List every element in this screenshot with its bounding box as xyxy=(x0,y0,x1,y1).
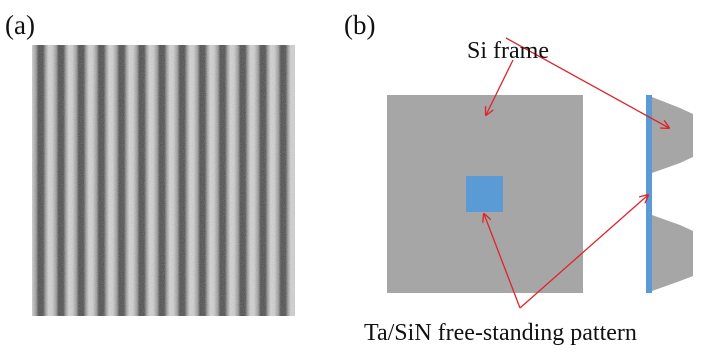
membrane-side xyxy=(646,95,652,293)
panel-label: (a) xyxy=(5,10,35,40)
panel-label: (b) xyxy=(344,10,375,40)
annotation: Si frame xyxy=(467,38,549,64)
figure: (a) (b) Si frame Ta/SiN free-standing pa… xyxy=(0,0,713,354)
si-frame-side-bottom xyxy=(652,215,693,291)
sem-image xyxy=(32,45,295,316)
si-frame-side-top xyxy=(652,97,693,173)
annotation: Ta/SiN free-standing pattern xyxy=(364,320,637,346)
membrane-window xyxy=(466,176,503,212)
